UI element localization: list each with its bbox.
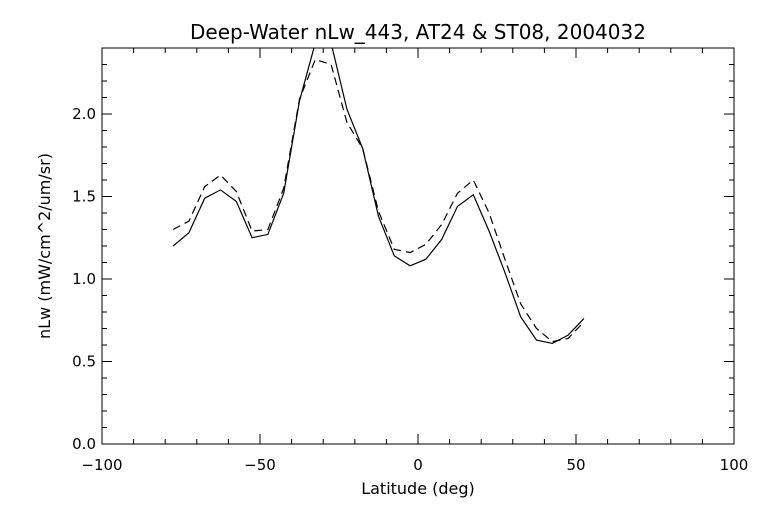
series-layer [172,48,585,345]
x-tick-label: −100 [81,456,122,474]
x-tick-label: 50 [566,456,585,474]
y-tick-label: 0.0 [72,435,96,453]
x-tick-label: 0 [413,456,423,474]
chart-title: Deep-Water nLw_443, AT24 & ST08, 2004032 [190,20,646,44]
plot-frame [101,47,735,445]
y-tick-label: 0.5 [72,353,96,371]
y-axis-label: nLw (mW/cm^2/um/sr) [35,153,54,339]
x-tick-labels: −100 −50 0 50 100 [81,456,748,474]
y-tick-label: 1.5 [72,188,96,206]
y-tick-labels: 0.0 0.5 1.0 1.5 2.0 [72,105,96,453]
y-tick-label: 1.0 [72,270,96,288]
axis-ticks [101,48,735,445]
x-tick-label: 100 [720,456,749,474]
x-tick-label: −50 [244,456,276,474]
y-tick-label: 2.0 [72,105,96,123]
series-solid-line [172,48,585,345]
x-axis-label: Latitude (deg) [361,479,475,498]
